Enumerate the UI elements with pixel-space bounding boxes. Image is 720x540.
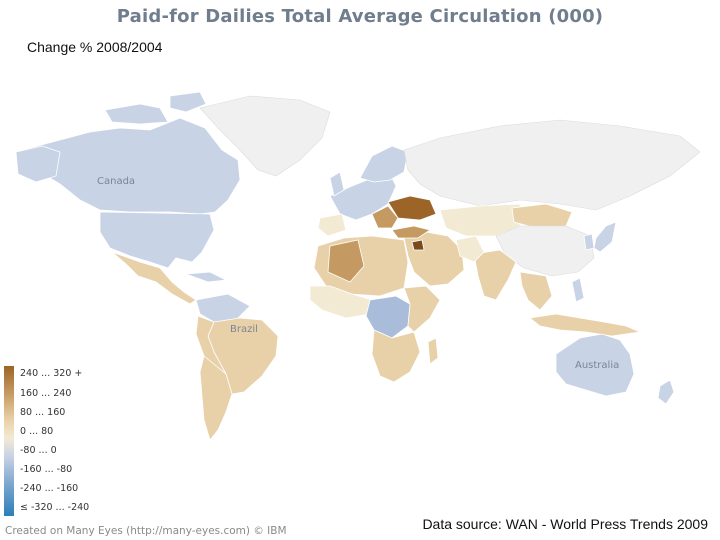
region-south-asia-west[interactable] (455, 235, 485, 263)
region-eastern-europe[interactable] (371, 205, 399, 229)
region-russia[interactable] (403, 119, 701, 211)
region-canada-islands[interactable] (104, 91, 207, 125)
region-korea[interactable] (583, 233, 595, 251)
region-scandinavia[interactable] (359, 145, 409, 183)
legend-color-bar (4, 366, 14, 516)
page-title: Paid-for Dailies Total Average Circulati… (116, 6, 604, 27)
region-syria[interactable] (411, 239, 425, 251)
region-southeast-asia[interactable] (519, 271, 553, 311)
map-label-australia: Australia (575, 360, 619, 371)
region-new-zealand[interactable] (657, 379, 675, 405)
region-southern-africa[interactable] (371, 329, 421, 383)
region-europe-west[interactable] (329, 169, 397, 221)
region-middle-east[interactable] (403, 231, 465, 287)
region-mexico[interactable] (111, 251, 197, 305)
legend-item: -80 ... 0 (20, 445, 57, 456)
region-philippines[interactable] (571, 277, 585, 303)
region-mongolia[interactable] (511, 203, 573, 229)
legend-item: 80 ... 160 (20, 407, 66, 418)
map-label-brazil: Brazil (230, 324, 258, 335)
region-algeria[interactable] (327, 239, 365, 283)
region-east-africa[interactable] (403, 285, 441, 333)
region-caribbean[interactable] (185, 271, 228, 283)
region-alaska[interactable] (15, 145, 61, 183)
region-madagascar[interactable] (427, 337, 439, 365)
map-label-canada: Canada (97, 176, 135, 187)
legend-item: -240 ... -160 (20, 483, 79, 494)
region-uk[interactable] (329, 171, 345, 197)
legend: 240 ... 320 + 160 ... 240 80 ... 160 0 .… (4, 366, 124, 516)
region-australia[interactable] (555, 333, 635, 397)
region-greenland[interactable] (199, 95, 331, 177)
region-turkey[interactable] (391, 225, 431, 239)
region-southern-cone[interactable] (199, 355, 233, 441)
data-source-note: Data source: WAN - World Press Trends 20… (422, 516, 708, 532)
region-usa[interactable] (99, 211, 215, 269)
region-india[interactable] (473, 249, 517, 301)
legend-item: 240 ... 320 + (20, 368, 83, 379)
region-canada[interactable] (19, 117, 241, 215)
legend-item: -160 ... -80 (20, 464, 73, 475)
region-indonesia[interactable] (529, 313, 642, 337)
legend-item: 0 ... 80 (20, 426, 54, 437)
subtitle: Change % 2008/2004 (27, 39, 163, 55)
region-central-africa[interactable] (365, 295, 411, 339)
legend-item: ≤ -320 ... -240 (20, 502, 90, 513)
region-iberia[interactable] (317, 213, 347, 237)
legend-item: 160 ... 240 (20, 388, 72, 399)
region-japan[interactable] (593, 221, 617, 253)
created-on-credit: Created on Many Eyes (http://many-eyes.c… (5, 525, 287, 537)
